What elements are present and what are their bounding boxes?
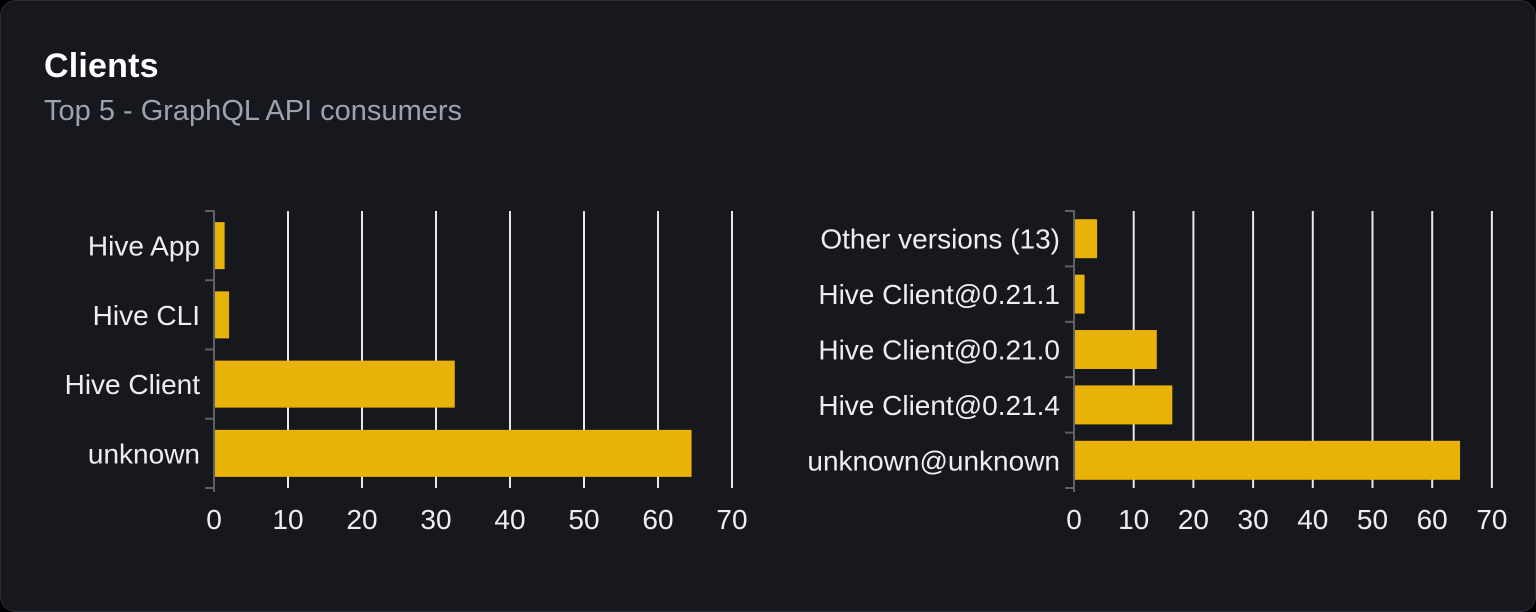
x-tick-label: 40 [1297, 504, 1328, 535]
category-label: Hive CLI [93, 300, 200, 331]
category-label: Hive Client@0.21.0 [818, 335, 1060, 366]
x-tick-label: 50 [1357, 504, 1388, 535]
category-label: Hive Client@0.21.1 [818, 279, 1060, 310]
x-tick-label: 30 [420, 504, 451, 535]
category-label: Hive Client@0.21.4 [818, 390, 1060, 421]
x-tick-label: 10 [1118, 504, 1149, 535]
x-tick-label: 40 [494, 504, 525, 535]
bar[interactable] [215, 291, 230, 339]
x-tick-label: 60 [642, 504, 673, 535]
x-tick-label: 60 [1417, 504, 1448, 535]
bar[interactable] [1075, 330, 1157, 369]
x-tick-label: 70 [1476, 504, 1507, 535]
card-title: Clients [44, 47, 159, 85]
bar[interactable] [1075, 440, 1461, 480]
bar[interactable] [1075, 219, 1098, 259]
bar[interactable] [215, 360, 455, 408]
x-tick-label: 30 [1238, 504, 1269, 535]
x-tick-label: 50 [568, 504, 599, 535]
category-label: unknown@unknown [807, 445, 1060, 476]
x-tick-label: 10 [272, 504, 303, 535]
bar[interactable] [215, 429, 692, 477]
x-tick-label: 70 [716, 504, 747, 535]
x-tick-label: 20 [346, 504, 377, 535]
x-tick-label: 0 [1066, 504, 1082, 535]
bar[interactable] [1075, 274, 1085, 314]
client-versions-chart: Other versions (13) Hive Client@0.21.1 Hiv… [807, 210, 1507, 535]
bar[interactable] [215, 222, 225, 270]
category-label: unknown [88, 438, 200, 469]
x-tick-label: 20 [1178, 504, 1209, 535]
card-subtitle: Top 5 - GraphQL API consumers [44, 95, 463, 127]
category-label: Hive App [88, 231, 200, 262]
clients-chart: Hive App Hive CLI Hive Client unknown 0 10 20 3… [65, 210, 748, 535]
x-tick-label: 0 [206, 504, 222, 535]
bar[interactable] [1075, 385, 1173, 425]
category-label: Hive Client [65, 369, 201, 400]
category-label: Other versions (13) [820, 224, 1060, 255]
